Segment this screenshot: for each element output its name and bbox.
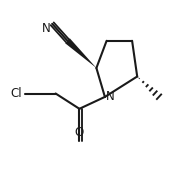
Text: Cl: Cl [10,87,22,100]
Text: N: N [106,90,115,103]
Text: O: O [75,126,84,139]
Polygon shape [65,38,96,68]
Text: N: N [42,22,51,35]
